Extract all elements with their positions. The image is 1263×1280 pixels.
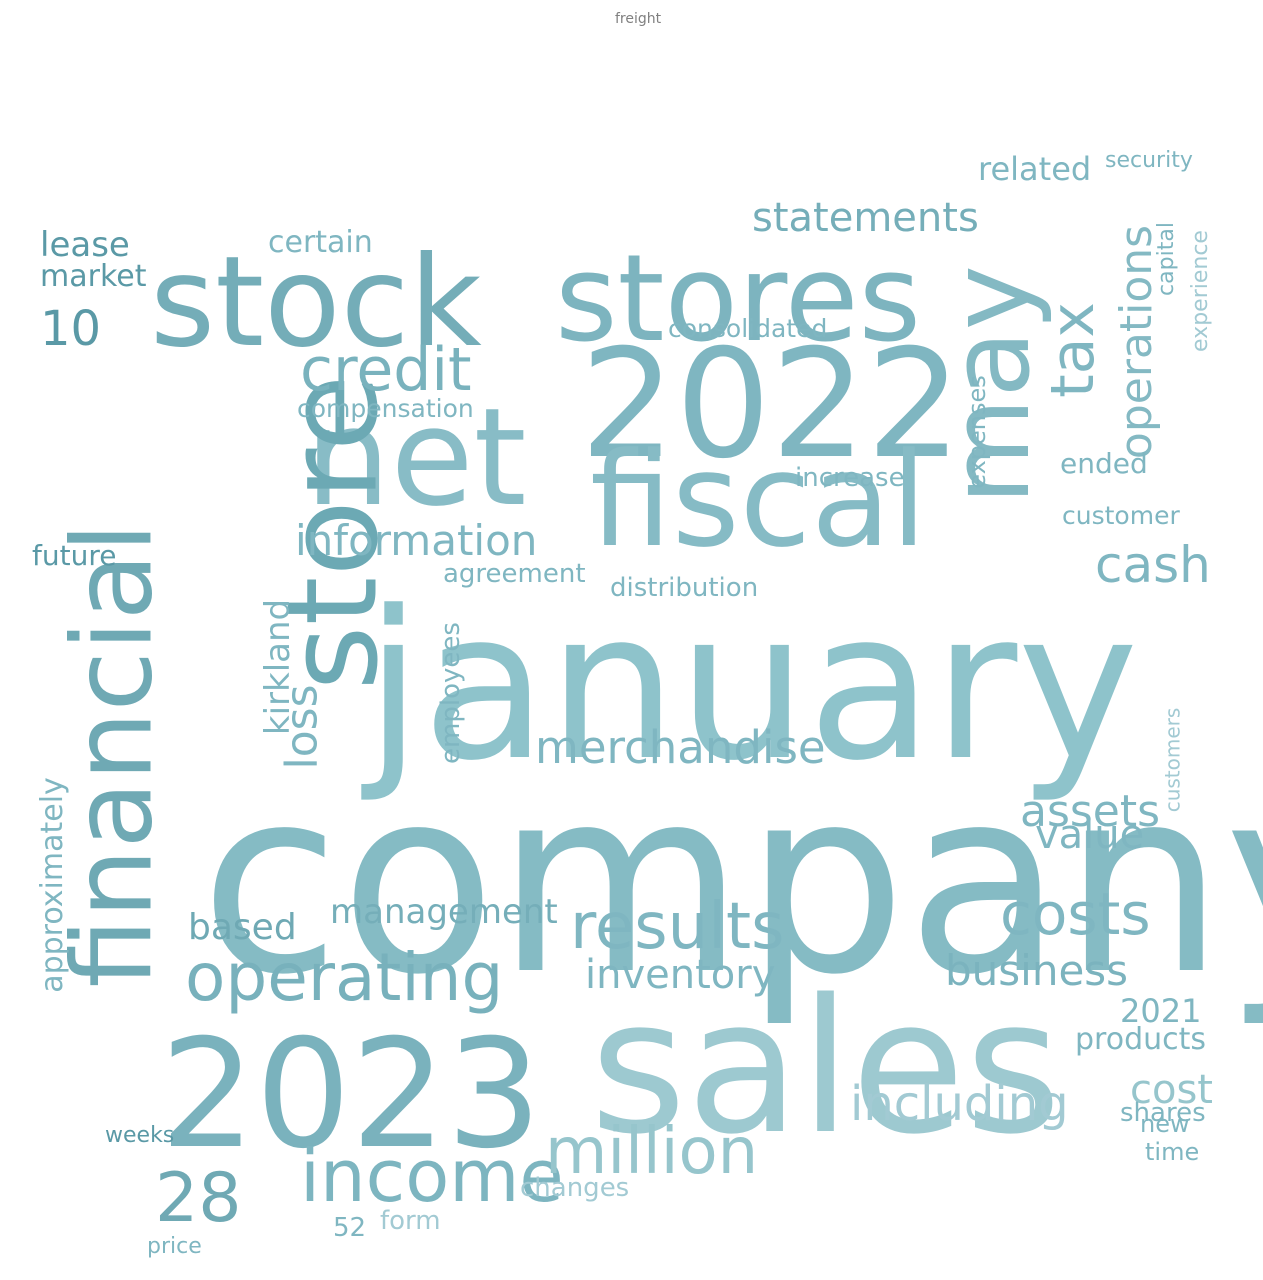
cloud-word: changes [520,1173,630,1203]
cloud-word: stock [150,230,482,375]
cloud-word: new [1140,1110,1190,1138]
cloud-word: consolidated [668,314,828,343]
cloud-word: january [365,568,1139,806]
cloud-word: approximately [34,777,70,993]
cloud-word: value [1035,812,1145,858]
cloud-word: experience [1187,230,1213,352]
cloud-word: agreement [443,559,586,589]
cloud-word: company [200,734,1263,1031]
cloud-word: freight [615,11,662,27]
cloud-word: compensation [297,394,474,423]
cloud-word: financial [48,522,177,988]
cloud-word: sales [590,959,1062,1175]
cloud-word: shares [1120,1098,1206,1128]
cloud-word: statements [752,195,979,241]
cloud-word: distribution [610,573,759,603]
cloud-word: security [1105,148,1193,173]
cloud-word: business [945,946,1129,995]
cloud-word: operating [185,939,504,1016]
cloud-word: form [380,1206,441,1236]
cloud-word: 10 [40,301,102,357]
cloud-word: tax [1037,302,1108,398]
cloud-word: stores [555,230,922,369]
cloud-word: net [305,379,527,536]
cloud-word: credit [300,335,472,405]
cloud-word: expenses [962,375,991,489]
cloud-word: based [188,907,297,948]
cloud-word: costs [1000,880,1151,948]
cloud-word: market [40,259,147,294]
cloud-word: weeks [105,1123,175,1148]
cloud-word: price [147,1234,202,1259]
cloud-word: 2021 [1120,992,1202,1030]
cloud-word: customer [1062,501,1180,530]
cloud-word: inventory [585,952,776,998]
cloud-word: lease [40,225,130,265]
cloud-word: 28 [155,1159,242,1238]
cloud-word: time [1145,1138,1200,1166]
cloud-word: products [1075,1022,1207,1057]
cloud-word: cost [1130,1067,1213,1113]
cloud-word: operations [1111,224,1163,460]
cloud-word: certain [268,225,373,260]
cloud-word: increase [795,463,905,493]
cloud-word: customers [1160,707,1185,813]
cloud-word: ended [1060,447,1148,480]
cloud-word: 2023 [160,1008,542,1182]
cloud-word: kirkland [258,598,299,736]
cloud-word: management [330,892,558,932]
cloud-word: results [570,890,785,964]
cloud-word: information [295,516,538,565]
cloud-word: assets [1020,786,1161,837]
cloud-word: including [850,1076,1069,1132]
cloud-word: merchandise [535,721,826,774]
cloud-word: future [32,539,117,572]
cloud-word: cash [1095,536,1211,594]
cloud-word: employees [435,622,466,764]
cloud-word: fiscal [590,424,927,576]
cloud-word: income [300,1134,564,1218]
cloud-word: capital [1153,222,1179,296]
cloud-word: 52 [333,1213,367,1243]
cloud-word: 2022 [580,318,962,492]
cloud-word: related [978,150,1092,188]
cloud-word: million [545,1115,759,1189]
